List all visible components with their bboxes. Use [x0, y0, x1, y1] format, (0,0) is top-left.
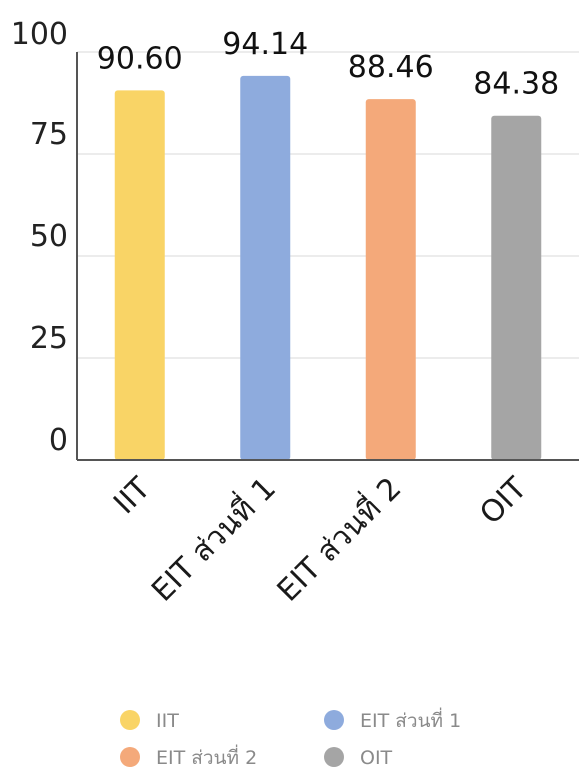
- bar: [365, 99, 416, 461]
- y-tick-label: 100: [11, 17, 68, 52]
- value-labels: 90.60 94.14 88.46 84.38: [97, 27, 559, 102]
- x-category-label: EIT ส่วนที่ 1: [142, 468, 283, 609]
- x-category-label: EIT ส่วนที่ 2: [268, 468, 409, 609]
- legend: IIT EIT ส่วนที่ 1 EIT ส่วนที่ 2 OIT: [120, 707, 461, 769]
- legend-label: EIT ส่วนที่ 1: [360, 707, 461, 732]
- legend-swatch: [324, 710, 344, 730]
- legend-label: OIT: [360, 747, 393, 769]
- legend-label: EIT ส่วนที่ 2: [156, 744, 257, 769]
- legend-label: IIT: [156, 710, 179, 732]
- value-label: 94.14: [222, 27, 308, 62]
- value-label: 88.46: [348, 50, 434, 85]
- value-label: 90.60: [97, 41, 183, 76]
- y-tick-labels: 0 25 50 75 100: [11, 17, 68, 458]
- legend-swatch: [324, 747, 344, 767]
- value-label: 84.38: [473, 67, 559, 102]
- bar: [240, 75, 291, 460]
- x-category-label: OIT: [473, 470, 534, 531]
- bars: [114, 75, 542, 461]
- x-category-label: IIT: [107, 470, 158, 521]
- bar: [114, 90, 165, 461]
- legend-swatch: [120, 747, 140, 767]
- y-tick-label: 25: [30, 321, 68, 356]
- legend-swatch: [120, 710, 140, 730]
- y-tick-label: 50: [30, 219, 68, 254]
- y-tick-label: 0: [49, 423, 68, 458]
- bar: [491, 115, 542, 460]
- y-tick-label: 75: [30, 117, 68, 152]
